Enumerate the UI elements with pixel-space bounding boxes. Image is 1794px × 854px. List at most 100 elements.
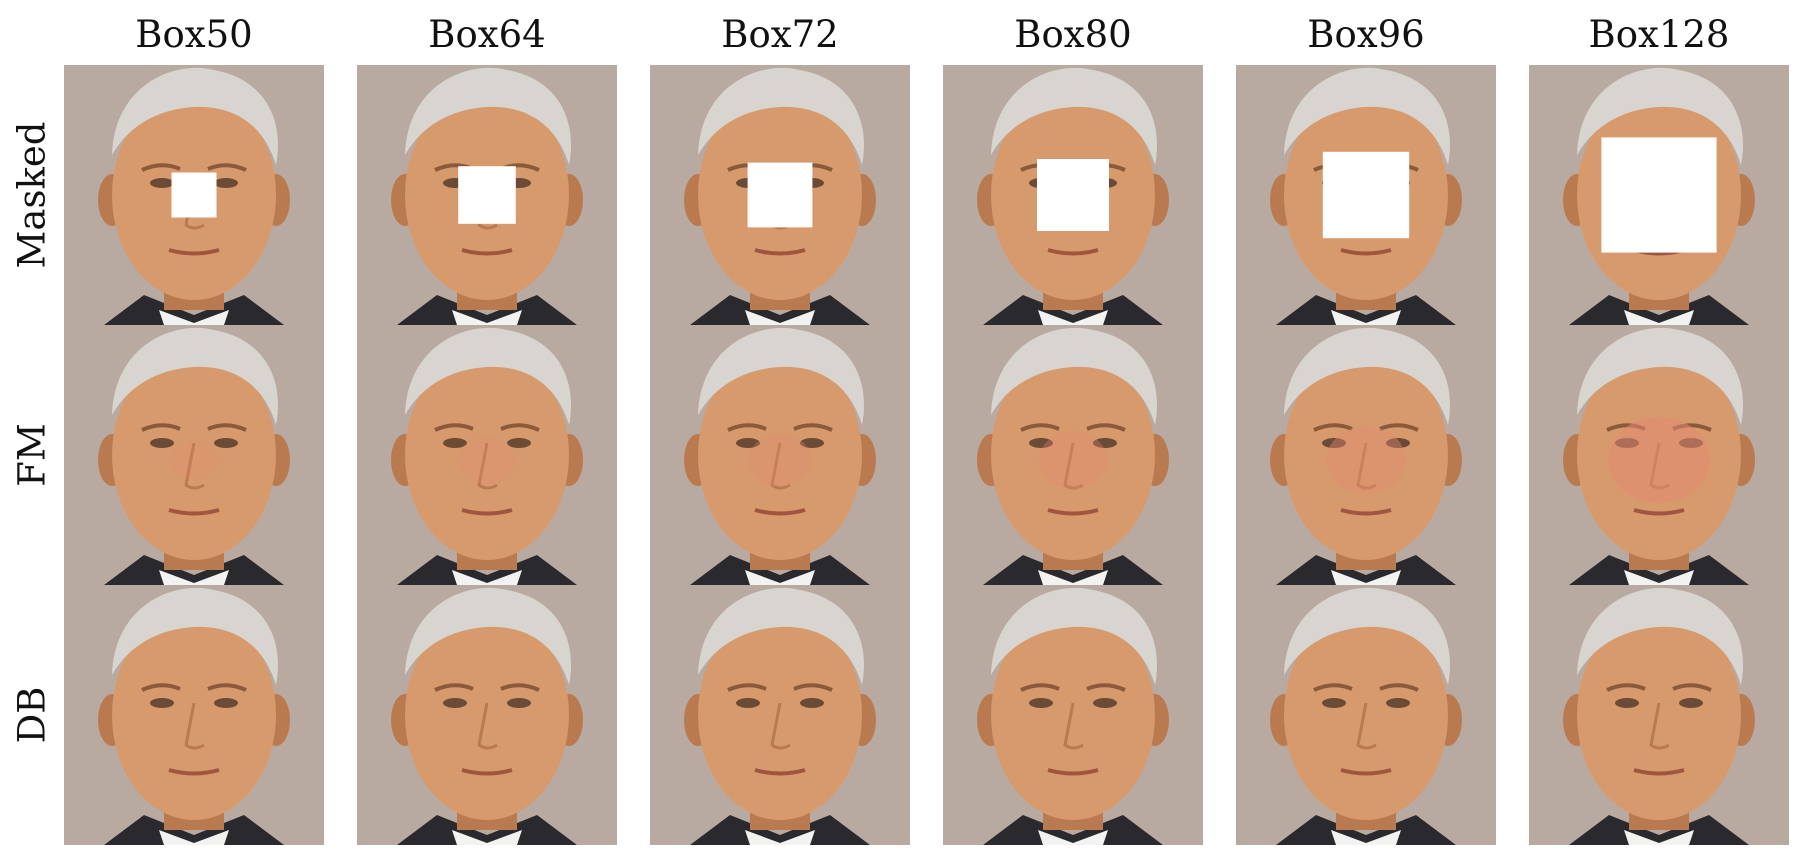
face-portrait <box>64 585 324 845</box>
face <box>1284 350 1448 560</box>
face-portrait <box>650 585 910 845</box>
face-image-masked-box128 <box>1529 65 1789 325</box>
suit-shape <box>1276 815 1456 845</box>
suit-shape <box>1569 295 1749 325</box>
suit-shape <box>104 815 284 845</box>
face-portrait <box>357 585 617 845</box>
suit-shape <box>397 815 577 845</box>
right-eye <box>507 438 531 448</box>
face-image-fm-box128 <box>1529 325 1789 585</box>
mask-box <box>1037 159 1109 231</box>
right-brow <box>207 163 247 172</box>
hair <box>991 67 1158 165</box>
shirt-collar <box>1331 310 1401 325</box>
face-image-db-box80 <box>943 585 1203 845</box>
face-image-db-box128 <box>1529 585 1789 845</box>
shirt-collar <box>1331 830 1401 845</box>
mask-box <box>1322 151 1410 239</box>
right-eye <box>1386 438 1410 448</box>
nose <box>477 442 498 490</box>
mouth <box>1340 508 1392 516</box>
face-portrait <box>357 325 617 585</box>
right-brow <box>1379 423 1419 432</box>
hair <box>112 67 279 165</box>
mouth <box>168 248 220 256</box>
right-eye <box>1093 438 1117 448</box>
suit-shape <box>397 295 577 325</box>
right-eye <box>1386 698 1410 708</box>
nose <box>1649 702 1670 750</box>
right-brow <box>1379 683 1419 692</box>
hair <box>405 327 572 425</box>
shirt-collar <box>1038 830 1108 845</box>
nose <box>770 702 791 750</box>
left-eye <box>1322 438 1346 448</box>
nose <box>1356 702 1377 750</box>
nose <box>1063 702 1084 750</box>
suit-shape <box>690 555 870 585</box>
right-brow <box>1672 683 1712 692</box>
suit-shape <box>983 815 1163 845</box>
right-eye <box>214 698 238 708</box>
left-brow <box>1313 423 1353 432</box>
suit-shape <box>690 295 870 325</box>
row-label-db: DB <box>10 686 54 744</box>
mask-box <box>1601 137 1717 253</box>
right-eye <box>507 698 531 708</box>
shirt-collar <box>1624 310 1694 325</box>
nose <box>184 702 205 750</box>
face-image-db-box72 <box>650 585 910 845</box>
face-image-db-box96 <box>1236 585 1496 845</box>
right-eye <box>214 438 238 448</box>
face-portrait <box>1236 585 1496 845</box>
left-brow <box>1606 683 1646 692</box>
hair <box>112 587 279 685</box>
face <box>1284 610 1448 820</box>
shirt-collar <box>159 310 229 325</box>
face-portrait <box>943 325 1203 585</box>
left-brow <box>141 683 181 692</box>
face-image-masked-box96 <box>1236 65 1496 325</box>
column-header-box96: Box96 <box>1307 13 1425 56</box>
shirt-collar <box>452 830 522 845</box>
shirt-collar <box>1038 310 1108 325</box>
face <box>698 610 862 820</box>
column-header-box80: Box80 <box>1014 13 1132 56</box>
inpainting-artifact <box>748 433 812 487</box>
hair <box>1284 327 1451 425</box>
left-eye <box>150 698 174 708</box>
face-portrait <box>943 585 1203 845</box>
row-label-fm: FM <box>10 423 54 487</box>
hair <box>405 587 572 685</box>
right-brow <box>500 683 540 692</box>
nose <box>184 182 205 230</box>
shirt-collar <box>745 310 815 325</box>
face-image-fm-box80 <box>943 325 1203 585</box>
nose <box>770 442 791 490</box>
left-eye <box>736 698 760 708</box>
face <box>405 350 569 560</box>
hair <box>698 327 865 425</box>
face <box>1577 610 1741 820</box>
mouth <box>461 248 513 256</box>
mouth <box>168 768 220 776</box>
mouth <box>1047 248 1099 256</box>
shirt-collar <box>159 830 229 845</box>
hair <box>1284 67 1451 165</box>
face-image-masked-box72 <box>650 65 910 325</box>
face-portrait <box>64 325 324 585</box>
suit-shape <box>397 555 577 585</box>
hair <box>698 67 865 165</box>
right-brow <box>1086 683 1126 692</box>
inpainting-artifact <box>458 435 516 485</box>
inpainting-artifact <box>1608 416 1710 504</box>
right-eye <box>800 438 824 448</box>
left-brow <box>1020 423 1060 432</box>
face-portrait <box>1529 65 1789 325</box>
shirt-collar <box>745 570 815 585</box>
face-portrait <box>357 65 617 325</box>
left-brow <box>434 423 474 432</box>
face <box>991 350 1155 560</box>
mouth <box>1047 768 1099 776</box>
left-brow <box>434 683 474 692</box>
